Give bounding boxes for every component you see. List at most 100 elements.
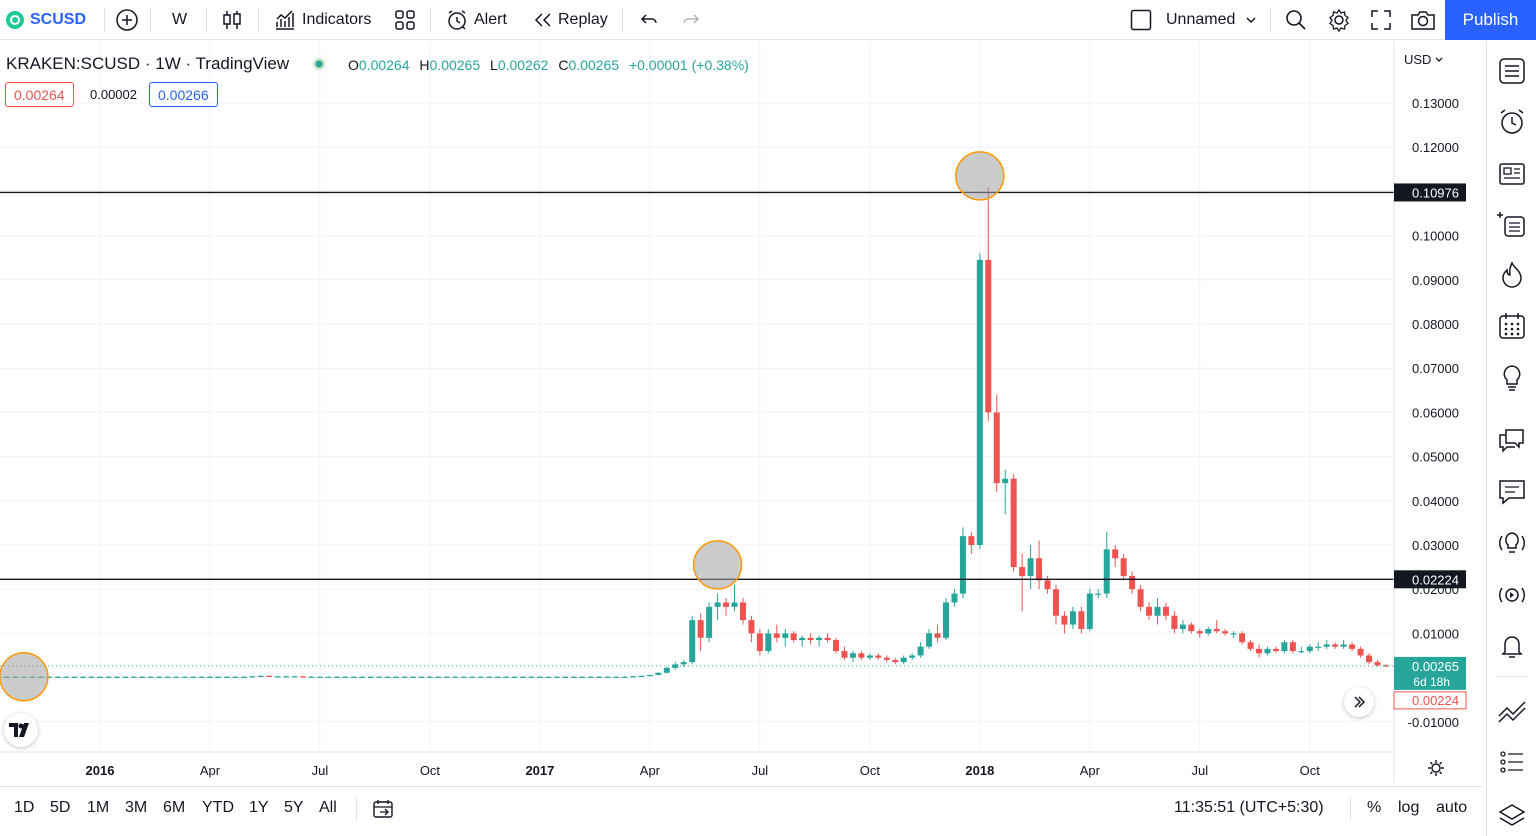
chart-type-button[interactable] <box>222 0 242 40</box>
layout-button[interactable]: Unnamed <box>1130 0 1257 40</box>
candle-body <box>1357 648 1364 656</box>
redo-button[interactable] <box>682 0 700 40</box>
chart-legend-title[interactable]: KRAKEN:SCUSD · 1W · TradingView <box>6 54 290 73</box>
fullscreen-button[interactable] <box>1370 0 1392 40</box>
candle-body <box>1264 648 1271 654</box>
candle <box>206 676 213 678</box>
candle-body <box>452 676 459 678</box>
candle <box>1222 628 1229 636</box>
candle <box>1137 584 1144 612</box>
time-tick-label: Apr <box>640 763 661 778</box>
settings-button[interactable] <box>1327 0 1351 40</box>
notifications-bell-icon[interactable] <box>1497 631 1527 661</box>
candle <box>223 676 230 678</box>
range-5d-button[interactable]: 5D <box>50 799 71 816</box>
candle-body <box>816 637 823 641</box>
chart-pane[interactable]: 0.13000 0.12000 0.10000 0.09000 0.08000 0.070… <box>0 41 1482 783</box>
candle-body <box>672 664 679 668</box>
snapshot-button[interactable] <box>1410 0 1436 40</box>
candle-body <box>621 676 628 678</box>
candle <box>934 624 941 643</box>
percent-scale-toggle[interactable]: % <box>1367 799 1382 816</box>
candle-body <box>181 676 188 678</box>
price-chart[interactable]: 0.13000 0.12000 0.10000 0.09000 0.08000 0.070… <box>0 41 1482 783</box>
candle-body <box>393 676 400 678</box>
candle-body <box>113 676 120 678</box>
news-icon[interactable] <box>1497 159 1527 189</box>
publish-button[interactable]: Publish <box>1445 0 1536 40</box>
chats-icon[interactable] <box>1497 425 1527 455</box>
candle-body <box>655 672 662 675</box>
ideas-lightbulb-icon[interactable] <box>1497 363 1527 393</box>
range-6m-button[interactable]: 6M <box>163 799 186 816</box>
object-tree-icon[interactable] <box>1497 747 1527 777</box>
templates-button[interactable] <box>394 0 416 40</box>
candle-body <box>1366 655 1372 663</box>
candle <box>460 676 467 678</box>
candle-body <box>1256 648 1263 654</box>
candle <box>435 676 442 678</box>
candle <box>1120 553 1127 581</box>
replay-button[interactable]: Replay <box>534 0 608 40</box>
candle <box>816 635 823 647</box>
open-label: O <box>348 57 359 73</box>
time-axis-settings-button[interactable] <box>1427 759 1445 782</box>
candle-body <box>359 676 366 678</box>
auto-scale-toggle[interactable]: auto <box>1436 799 1468 816</box>
range-1y-button[interactable]: 1Y <box>249 799 269 816</box>
range-ytd-button[interactable]: YTD <box>202 799 234 816</box>
candle-body <box>1010 478 1017 568</box>
calendar-icon[interactable] <box>1497 311 1527 341</box>
candle <box>1188 622 1195 634</box>
candle-body <box>587 676 594 678</box>
range-3m-button[interactable]: 3M <box>125 799 148 816</box>
candle-body <box>147 676 154 678</box>
candle-body <box>900 657 907 663</box>
candle <box>866 653 873 660</box>
streams-icon[interactable] <box>1497 580 1527 610</box>
buy-price-box[interactable]: 0.00266 <box>149 82 218 107</box>
search-button[interactable] <box>1285 0 1307 40</box>
candle <box>909 653 916 660</box>
alarm-clock-icon[interactable] <box>1497 107 1527 137</box>
layers-icon[interactable] <box>1497 801 1527 831</box>
candle <box>494 676 501 678</box>
help-bulb-icon[interactable] <box>1497 528 1527 558</box>
candle-body <box>223 676 230 678</box>
comment-icon[interactable] <box>1497 477 1527 507</box>
clock-timezone[interactable]: 11:35:51 (UTC+5:30) <box>1174 799 1324 816</box>
trend-lines-icon[interactable] <box>1497 696 1527 726</box>
compare-button[interactable] <box>116 0 138 40</box>
symbol-search-button[interactable]: SCUSD <box>6 0 86 40</box>
range-all-button[interactable]: All <box>319 799 337 816</box>
candle <box>333 676 340 678</box>
candle-body <box>367 676 374 678</box>
candle <box>900 655 907 665</box>
candle-body <box>1137 589 1144 607</box>
currency-selector[interactable]: USD <box>1404 52 1443 67</box>
scroll-to-realtime-button[interactable] <box>1344 687 1374 717</box>
tradingview-logo[interactable] <box>4 713 38 747</box>
last-price-label: 0.00265 <box>1412 659 1459 674</box>
undo-button[interactable] <box>640 0 658 40</box>
hotlist-fire-icon[interactable] <box>1497 260 1527 290</box>
log-scale-toggle[interactable]: log <box>1398 799 1420 816</box>
candle-body <box>824 637 831 641</box>
redo-icon <box>683 14 700 24</box>
candle-body <box>926 633 933 647</box>
range-1m-button[interactable]: 1M <box>87 799 110 816</box>
candle <box>756 628 763 656</box>
candle-body <box>993 412 1000 484</box>
add-list-icon[interactable] <box>1497 209 1527 239</box>
candle <box>849 651 856 663</box>
alert-button[interactable]: Alert <box>446 0 507 40</box>
candle-body <box>206 676 213 678</box>
range-1d-button[interactable]: 1D <box>14 799 35 816</box>
range-5y-button[interactable]: 5Y <box>284 799 304 816</box>
candle <box>156 676 163 678</box>
go-to-date-icon[interactable] <box>372 798 394 820</box>
sell-price-box[interactable]: 0.00264 <box>5 82 74 107</box>
interval-button[interactable]: W <box>172 0 187 40</box>
indicators-button[interactable]: Indicators <box>274 0 371 40</box>
watchlist-icon[interactable] <box>1497 56 1527 86</box>
